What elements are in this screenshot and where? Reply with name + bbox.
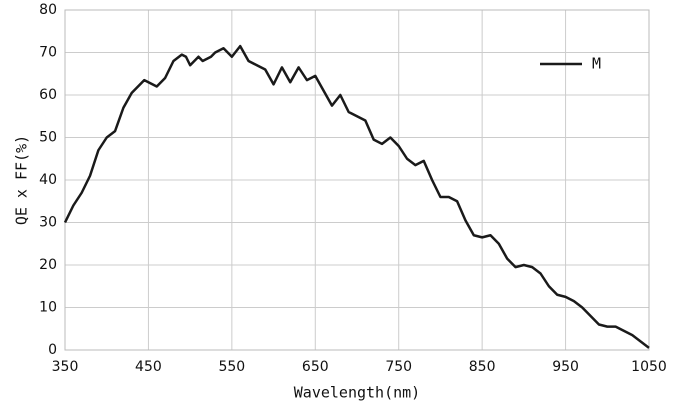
y-tick-label: 60 — [39, 87, 57, 103]
y-tick-label: 70 — [39, 45, 57, 61]
plot-frame — [64, 9, 650, 351]
y-tick-label: 50 — [39, 130, 57, 146]
x-tick-label: 550 — [218, 359, 245, 375]
data-line — [63, 44, 650, 349]
y-tick-label: 20 — [39, 257, 57, 273]
x-tick-label: 950 — [552, 359, 579, 375]
y-axis-label: QE x FF(%) — [13, 135, 31, 225]
x-tick-label: 350 — [52, 359, 79, 375]
x-axis-label: Wavelength(nm) — [294, 384, 420, 402]
x-tick-label: 450 — [135, 359, 162, 375]
y-tick-label: 80 — [39, 2, 57, 18]
y-tick-label: 40 — [39, 172, 57, 188]
y-tick-label: 30 — [39, 215, 57, 231]
x-tick-label: 1050 — [631, 359, 667, 375]
x-tick-label: 750 — [385, 359, 412, 375]
y-tick-label: 0 — [48, 342, 57, 358]
x-tick-label: 650 — [302, 359, 329, 375]
y-tick-label: 10 — [39, 300, 57, 316]
x-tick-label: 850 — [469, 359, 496, 375]
legend-label: M — [592, 55, 601, 73]
